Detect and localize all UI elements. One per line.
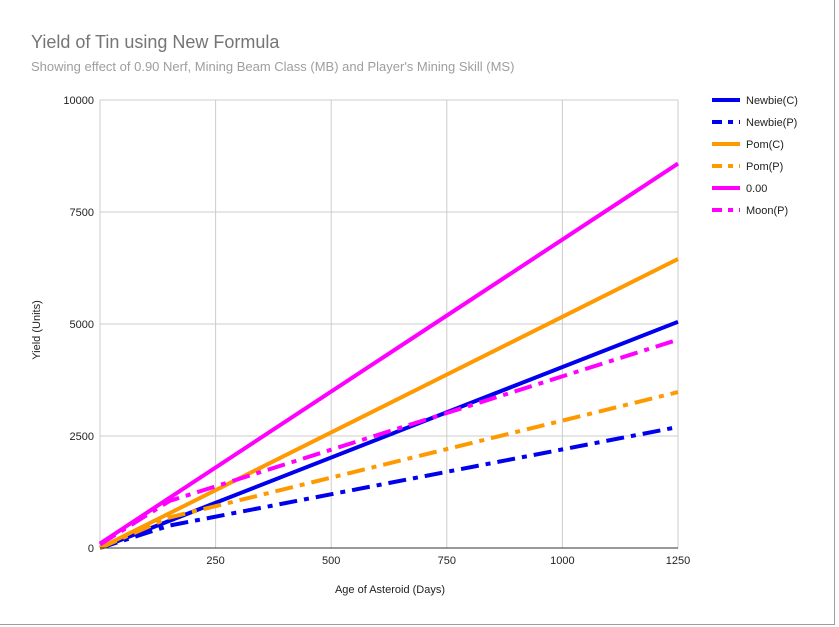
y-tick-label: 10000 [63,95,94,107]
legend-item[interactable]: 0.00 [712,183,767,195]
x-tick-label: 500 [322,555,340,567]
legend-item[interactable]: Pom(C) [712,139,784,151]
x-tick-label: 750 [438,555,456,567]
y-axis-label: Yield (Units) [31,300,43,360]
series-lines [98,161,680,550]
legend-label: Pom(P) [746,161,783,173]
x-tick-label: 1000 [550,555,574,567]
legend-item[interactable]: Moon(P) [712,205,788,217]
legend: Newbie(C) Newbie(P) Pom(C) Pom(P) 0.00 Moon(P… [712,95,798,217]
x-tick-label: 1250 [666,555,690,567]
legend-label: 0.00 [746,183,767,195]
gridlines [99,99,679,548]
x-axis-label: Age of Asteroid (Days) [335,584,445,596]
legend-item[interactable]: Newbie(C) [712,95,798,107]
legend-label: Newbie(P) [746,117,797,129]
series-line-pom-p [99,390,679,550]
y-tick-label: 5000 [70,319,94,331]
legend-item[interactable]: Newbie(P) [712,117,797,129]
series-line-moon-p [98,337,679,547]
axes: 0 2500 5000 7500 10000 250 500 750 1000 1250 [63,95,690,567]
series-line-newbie-p [99,425,679,550]
y-tick-label: 2500 [70,431,94,443]
y-tick-label: 7500 [70,207,94,219]
legend-label: Pom(C) [746,139,784,151]
series-line-pom-c [99,257,679,550]
series-line-0-00 [98,161,680,546]
x-tick-label: 250 [206,555,224,567]
y-tick-label: 0 [88,543,94,555]
legend-label: Moon(P) [746,205,788,217]
legend-label: Newbie(C) [746,95,798,107]
chart-title: Yield of Tin using New Formula [31,32,280,52]
chart-subtitle: Showing effect of 0.90 Nerf, Mining Beam… [31,59,514,74]
legend-item[interactable]: Pom(P) [712,161,783,173]
